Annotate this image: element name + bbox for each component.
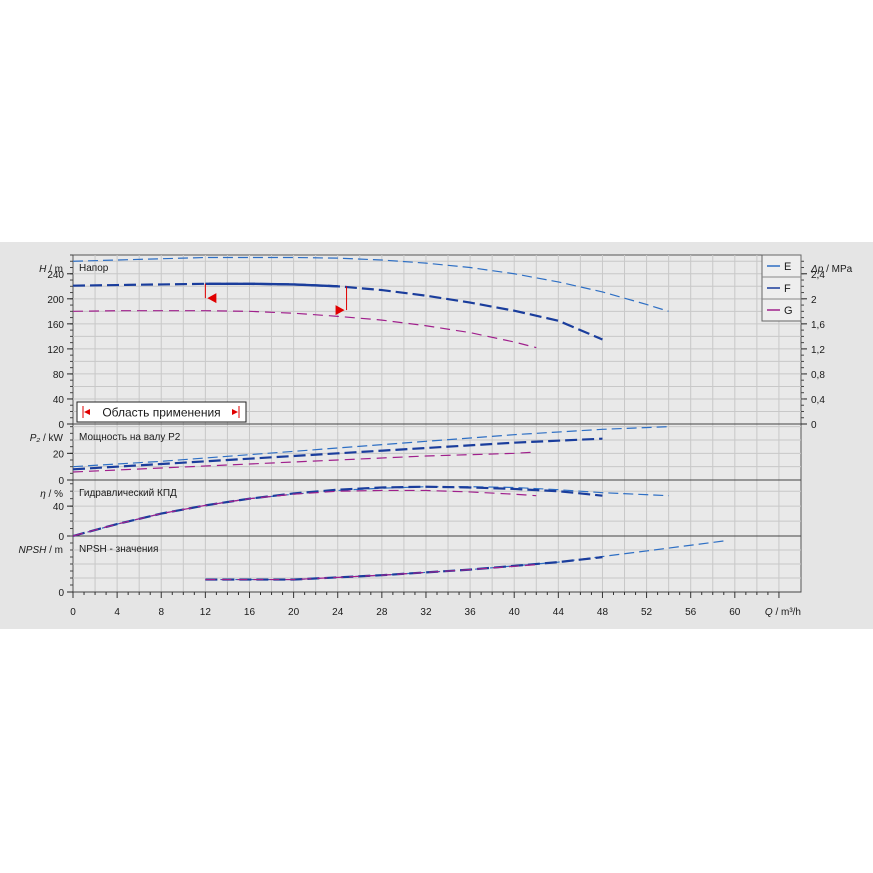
y-axis-unit: / %: [49, 489, 64, 500]
x-tick-label: 36: [465, 607, 477, 618]
right-tick-label: 1,6: [811, 320, 825, 331]
y-axis-var: H: [39, 264, 49, 275]
x-tick-label: 44: [553, 607, 565, 618]
legend-label-f: F: [784, 283, 791, 295]
x-tick-label: 40: [509, 607, 521, 618]
series-line-f-power: [72, 437, 603, 471]
series-line-f-efficiency: [72, 485, 603, 538]
x-axis-label: Q / m³/h: [765, 607, 801, 618]
y-tick-label: 20: [53, 449, 65, 460]
series-line-g-power: [72, 451, 537, 473]
y-axis-var: η: [40, 489, 48, 500]
y-tick-label: 240: [47, 270, 64, 281]
range-min-arrow: [207, 293, 217, 304]
y-tick-label: 0: [58, 476, 64, 487]
y-tick-label: 40: [53, 395, 65, 406]
legend-label-e: E: [784, 261, 791, 273]
x-tick-label: 12: [200, 607, 212, 618]
right-tick-label: 2: [811, 295, 817, 306]
series-line-e-head: [72, 256, 669, 312]
range-legend-arrow-left: [84, 409, 90, 415]
y-tick-label: 80: [53, 370, 65, 381]
right-tick-label: 0: [811, 420, 817, 431]
y-axis-unit: / kW: [43, 433, 64, 444]
series-line-g-efficiency: [72, 489, 537, 537]
y-tick-label: 0: [58, 532, 64, 543]
series-line-g-head: [72, 310, 537, 349]
y-axis-label: η / %: [40, 489, 63, 500]
right-axis-unit: / MPa: [826, 264, 853, 275]
y-axis-var: NPSH: [19, 545, 50, 556]
series-line-e-power: [72, 426, 669, 468]
panel-title: Гидравлический КПД: [79, 488, 177, 499]
y-axis-label: H / m: [39, 264, 63, 275]
range-legend-box: [76, 401, 247, 423]
panel-title: NPSH - значения: [79, 544, 158, 555]
series-solid-f-head: [205, 282, 338, 288]
legend-label-g: G: [784, 305, 793, 317]
x-tick-label: 8: [158, 607, 164, 618]
y-tick-label: 0: [58, 588, 64, 599]
y-tick-label: 160: [47, 320, 64, 331]
right-tick-label: 0,8: [811, 370, 825, 381]
x-tick-label: 16: [244, 607, 256, 618]
panel-title: Напор: [79, 263, 109, 274]
x-axis-var: Q: [765, 607, 776, 618]
y-axis-label: P₂ / kW: [30, 433, 64, 444]
x-tick-label: 32: [420, 607, 432, 618]
x-axis-unit: / m³/h: [775, 607, 801, 618]
y-tick-label: 0: [58, 420, 64, 431]
panel-title: Мощность на валу P2: [79, 432, 181, 443]
x-tick-label: 0: [70, 607, 76, 618]
x-tick-label: 24: [332, 607, 344, 618]
x-tick-label: 20: [288, 607, 300, 618]
y-axis-unit: / m: [49, 264, 63, 275]
pump-curve-chart: 0 40 80 120 160 200 240 H / m Напор 0 0,4 0,8 1,2 1,6…: [0, 242, 873, 629]
y-axis-label: NPSH / m: [19, 545, 63, 556]
x-tick-label: 4: [114, 607, 120, 618]
right-tick-label: 1,2: [811, 345, 825, 356]
x-tick-label: 56: [685, 607, 697, 618]
range-legend-label: Область применения: [102, 406, 220, 420]
x-tick-label: 28: [376, 607, 388, 618]
right-axis-var: Δp: [810, 264, 826, 275]
series-line-g-npsh: [205, 564, 537, 581]
y-tick-label: 200: [47, 295, 64, 306]
y-tick-label: 40: [53, 502, 65, 513]
series-line-e-npsh: [205, 540, 724, 581]
y-axis-unit: / m: [49, 545, 63, 556]
x-tick-label: 48: [597, 607, 609, 618]
x-tick-label: 52: [641, 607, 653, 618]
right-axis-label: Δp / MPa: [810, 264, 853, 275]
y-axis-var: P₂: [30, 433, 43, 444]
range-max-arrow: [335, 305, 345, 316]
right-tick-label: 0,4: [811, 395, 825, 406]
x-tick-label: 60: [729, 607, 741, 618]
right-tick-label: 2,4: [811, 270, 825, 281]
range-legend-arrow-right: [232, 409, 238, 415]
y-tick-label: 120: [47, 345, 64, 356]
